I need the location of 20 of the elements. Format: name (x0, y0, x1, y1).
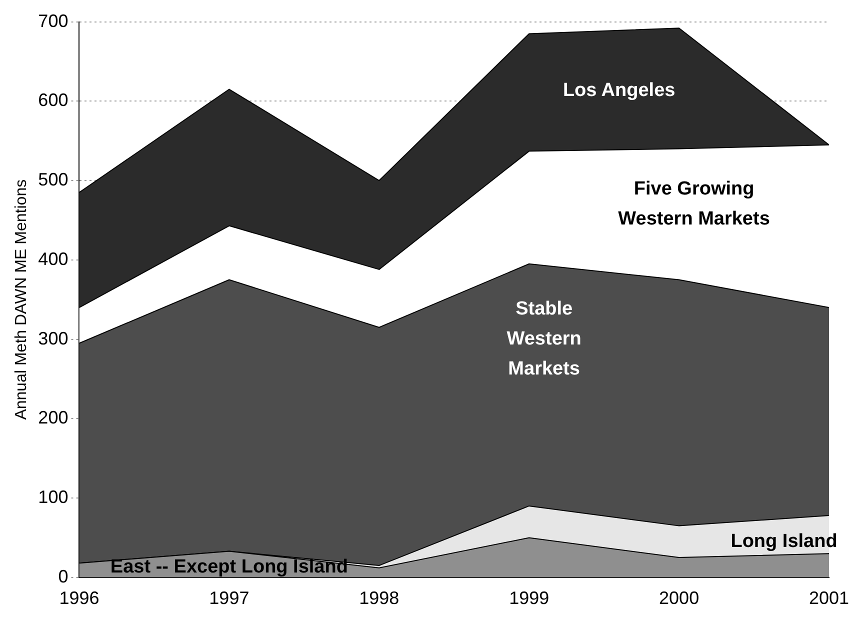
x-tick-label: 1998 (359, 588, 400, 608)
x-tick-label: 2000 (659, 588, 700, 608)
y-tick-label: 0 (58, 566, 68, 586)
y-tick-label: 500 (38, 170, 68, 190)
x-tick-label: 1996 (59, 588, 100, 608)
y-tick-label: 300 (38, 328, 68, 348)
series-label: Stable Western Markets (506, 298, 582, 380)
series-label: East -- Except Long Island (110, 556, 348, 578)
y-tick-label: 400 (38, 248, 68, 269)
y-tick-label: 700 (38, 10, 68, 31)
series-label: Los Angeles (562, 80, 676, 102)
y-tick-label: 200 (38, 408, 68, 428)
y-tick-label: 600 (38, 90, 68, 110)
y-axis-title: Annual Meth DAWN ME Mentions (13, 179, 30, 420)
series-label: Five Growing Western Markets (618, 178, 770, 230)
series-label: Long Island (730, 530, 838, 552)
x-tick-label: 1997 (209, 588, 250, 608)
x-tick-label: 2001 (808, 588, 850, 608)
x-tick-label: 1999 (509, 588, 550, 608)
y-tick-label: 100 (38, 486, 68, 507)
